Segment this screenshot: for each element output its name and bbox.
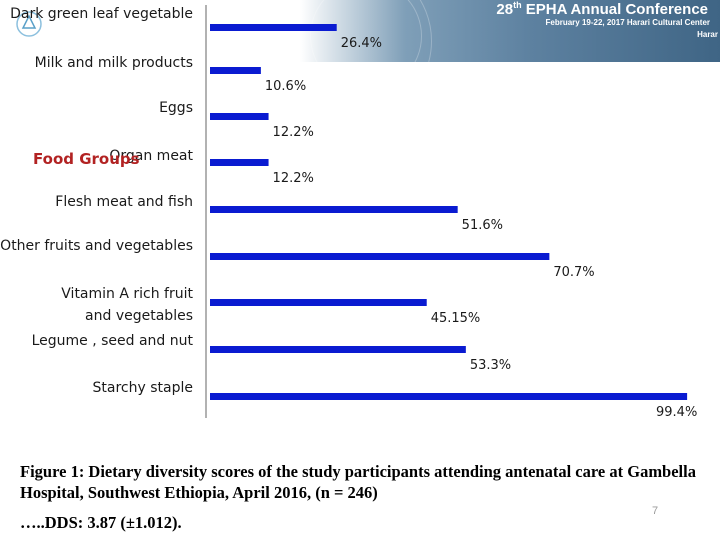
- bar: [210, 24, 337, 31]
- dds-note: …..DDS: 3.87 (±1.012).: [20, 513, 182, 532]
- data-label: 45.15%: [431, 311, 481, 326]
- bar: [210, 206, 458, 213]
- bar: [210, 393, 688, 400]
- bar-chart: Dark green leaf vegetable Milk and milk p…: [0, 5, 697, 420]
- bar: [210, 299, 427, 306]
- bar: [210, 67, 261, 74]
- data-label: 12.2%: [273, 171, 314, 186]
- conference-dates: February 19-22, 2017 Harari Cultural Cen…: [545, 18, 710, 27]
- data-label: 53.3%: [470, 358, 511, 373]
- category-label: Legume , seed and nut: [32, 333, 194, 349]
- epha-logo-icon: [14, 10, 44, 38]
- data-label: 12.2%: [273, 125, 314, 140]
- page-number: 7: [652, 505, 659, 517]
- category-label: Eggs: [159, 100, 193, 116]
- category-label: Starchy staple: [93, 380, 193, 396]
- data-label: 26.4%: [341, 36, 382, 51]
- figure-caption: Figure 1: Dietary diversity scores of th…: [20, 462, 696, 502]
- bar: [210, 159, 269, 166]
- category-label: Vitamin A rich fruit and vegetables: [61, 286, 193, 324]
- data-label: 10.6%: [265, 79, 306, 94]
- conference-banner: 28th EPHA Annual Conference February 19-…: [300, 0, 720, 62]
- bar: [210, 113, 269, 120]
- category-label: Organ meat: [109, 148, 193, 164]
- data-label: 70.7%: [553, 265, 594, 280]
- bar: [210, 253, 550, 260]
- category-label: Milk and milk products: [35, 55, 193, 71]
- category-label: Dark green leaf vegetable: [10, 6, 193, 22]
- conference-title: 28th EPHA Annual Conference: [496, 0, 708, 18]
- category-label: Other fruits and vegetables: [0, 238, 193, 254]
- y-axis-title: Food Groups: [33, 150, 140, 168]
- data-label: 99.4%: [656, 405, 697, 420]
- conference-city: Harar: [697, 30, 718, 39]
- data-label: 51.6%: [462, 218, 503, 233]
- bar: [210, 346, 466, 353]
- category-label: Flesh meat and fish: [55, 194, 193, 210]
